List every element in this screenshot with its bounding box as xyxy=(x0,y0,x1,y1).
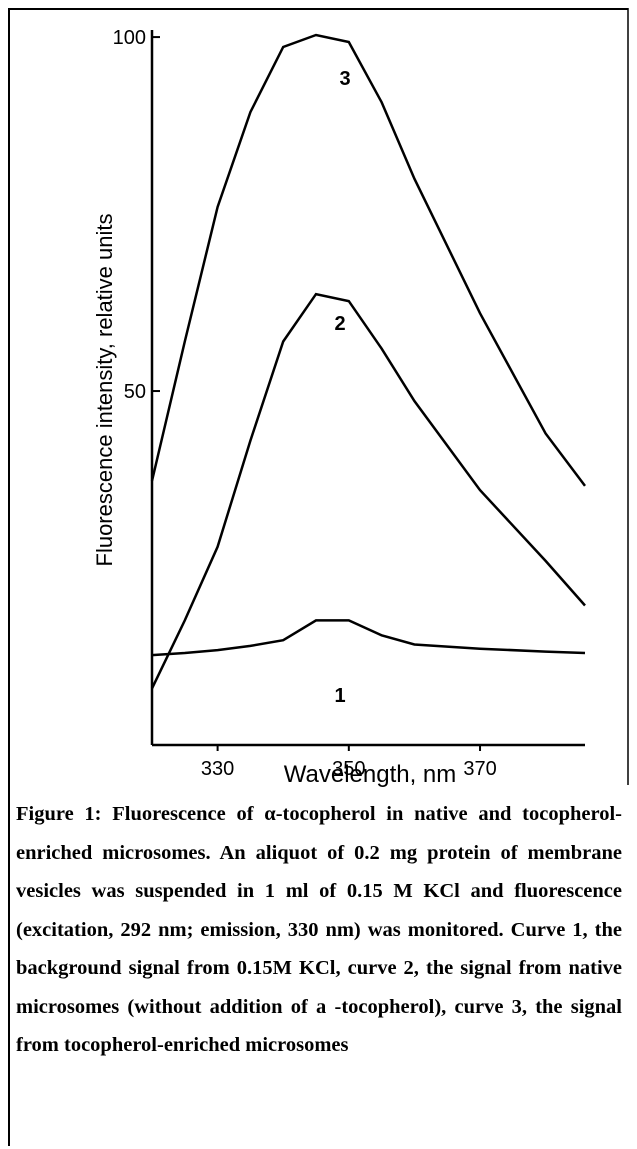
caption-text: Fluorescence of α-tocopherol in native a… xyxy=(16,803,622,1056)
x-tick-label: 370 xyxy=(463,758,496,780)
series-label: 3 xyxy=(339,68,350,90)
chart: Wavelength, nm Fluorescence intensity, r… xyxy=(92,8,629,788)
series-label: 2 xyxy=(334,313,345,335)
line xyxy=(150,292,586,689)
series-label: 1 xyxy=(334,685,345,707)
line xyxy=(150,33,586,487)
caption: Figure 1: Fluorescence of α-tocopherol i… xyxy=(16,795,622,1065)
frame xyxy=(8,8,628,1146)
y-axis-label: Fluorescence intensity, relative units xyxy=(92,214,117,567)
y-tick-label: 100 xyxy=(113,27,146,49)
x-tick-label: 350 xyxy=(332,758,365,780)
caption-label: Figure 1: xyxy=(16,803,102,825)
x-tick-label: 330 xyxy=(201,758,234,780)
y-tick-label: 50 xyxy=(124,381,146,403)
x-axis-label: Wavelength, nm xyxy=(284,761,457,788)
line xyxy=(151,619,586,657)
